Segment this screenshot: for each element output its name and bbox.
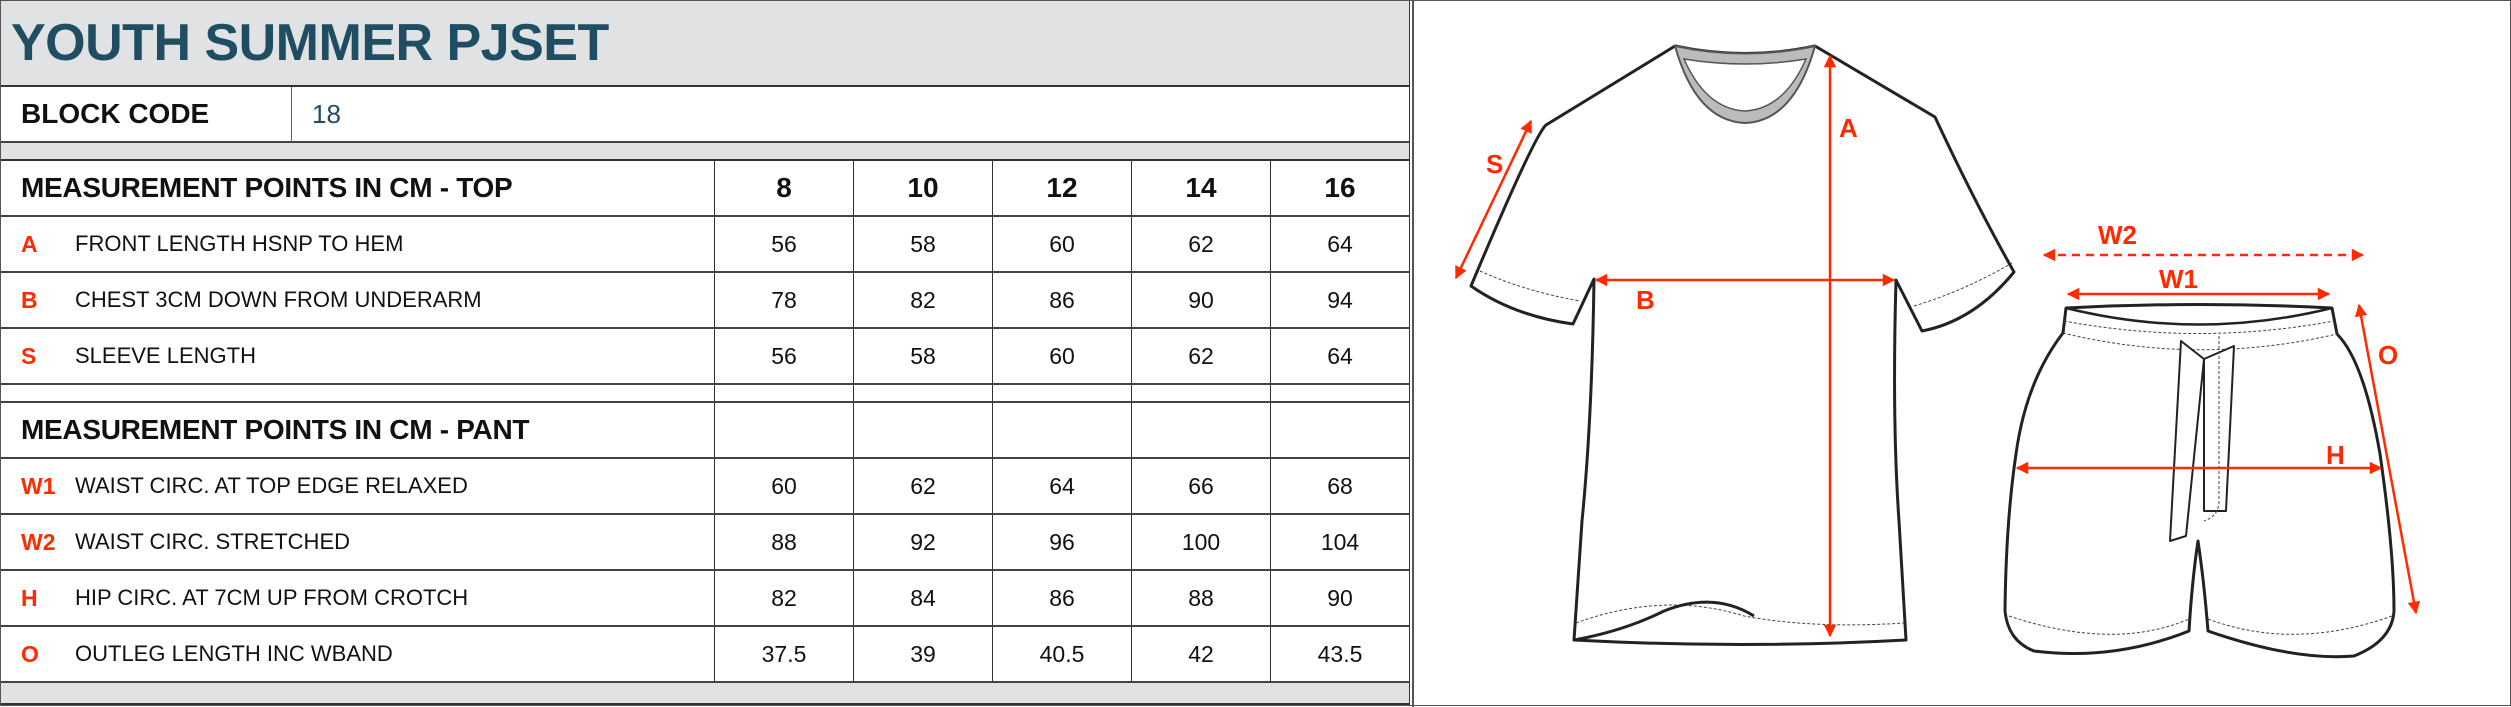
measurement-description: WAIST CIRC. AT TOP EDGE RELAXED <box>75 473 468 498</box>
measurement-value: 40.5 <box>993 627 1132 683</box>
block-code-value: 18 <box>292 87 1410 143</box>
measurement-value: 62 <box>1132 217 1271 273</box>
size-header <box>993 403 1132 459</box>
measurement-value: 60 <box>993 329 1132 385</box>
measurement-code: O <box>21 640 39 667</box>
label-w2: W2 <box>2098 220 2137 250</box>
measurement-value: 43.5 <box>1271 627 1410 683</box>
measurement-code: S <box>21 342 37 369</box>
blank-cell <box>993 385 1132 403</box>
footer-band <box>1 683 1410 705</box>
blank-cell <box>854 385 993 403</box>
pant-heading: MEASUREMENT POINTS IN CM - PANT <box>1 403 715 459</box>
measurement-code: W2 <box>21 528 56 555</box>
measurement-value: 90 <box>1132 273 1271 329</box>
measurement-code: W1 <box>21 472 56 499</box>
label-o: O <box>2378 340 2398 370</box>
blank-cell <box>715 385 854 403</box>
measurement-value: 84 <box>854 571 993 627</box>
garment-diagram: A B S W2 W1 H O <box>1454 44 2421 659</box>
measurement-table: YOUTH SUMMER PJSET BLOCK CODE 18 MEASUREMEN… <box>1 1 1411 705</box>
arrow-s <box>1454 119 1533 280</box>
size-header <box>715 403 854 459</box>
measurement-value: 62 <box>1132 329 1271 385</box>
measurement-code: A <box>21 230 38 257</box>
measurement-value: 64 <box>1271 329 1410 385</box>
measurement-code: B <box>21 286 38 313</box>
label-w1: W1 <box>2159 264 2198 294</box>
size-header: 14 <box>1132 161 1271 217</box>
measurement-value: 96 <box>993 515 1132 571</box>
measurement-value: 64 <box>993 459 1132 515</box>
size-header: 12 <box>993 161 1132 217</box>
blank-row <box>1 385 715 403</box>
measurement-arrows: A B S W2 W1 H O <box>1454 54 2421 638</box>
measurement-description: OUTLEG LENGTH INC WBAND <box>75 641 393 666</box>
size-header: 10 <box>854 161 993 217</box>
measurement-value: 66 <box>1132 459 1271 515</box>
measurement-value: 58 <box>854 329 993 385</box>
top-heading: MEASUREMENT POINTS IN CM - TOP <box>1 161 715 217</box>
measurement-value: 42 <box>1132 627 1271 683</box>
size-header: 16 <box>1271 161 1410 217</box>
measurement-value: 62 <box>854 459 993 515</box>
measurement-value: 58 <box>854 217 993 273</box>
measurement-value: 90 <box>1271 571 1410 627</box>
measurement-code: H <box>21 584 38 611</box>
arrow-o <box>2354 303 2421 615</box>
measurement-label: W2 WAIST CIRC. STRETCHED <box>1 515 715 571</box>
measurement-description: FRONT LENGTH HSNP TO HEM <box>75 231 404 256</box>
spacer-band <box>1 143 1410 161</box>
measurement-value: 39 <box>854 627 993 683</box>
measurement-value: 37.5 <box>715 627 854 683</box>
tshirt-drawing <box>1469 44 2016 646</box>
measurement-label: S SLEEVE LENGTH <box>1 329 715 385</box>
measurement-value: 60 <box>715 459 854 515</box>
measurement-description: HIP CIRC. AT 7CM UP FROM CROTCH <box>75 585 469 610</box>
size-header <box>854 403 993 459</box>
page-title: YOUTH SUMMER PJSET <box>1 1 1410 87</box>
label-b: B <box>1636 285 1655 315</box>
blank-cell <box>1132 385 1271 403</box>
measurement-value: 94 <box>1271 273 1410 329</box>
measurement-value: 86 <box>993 571 1132 627</box>
size-header <box>1132 403 1271 459</box>
measurement-value: 104 <box>1271 515 1410 571</box>
measurement-label: O OUTLEG LENGTH INC WBAND <box>1 627 715 683</box>
label-s: S <box>1486 149 1503 179</box>
measurement-description: CHEST 3CM DOWN FROM UNDERARM <box>75 287 482 312</box>
shorts-drawing <box>2003 303 2396 659</box>
measurement-value: 78 <box>715 273 854 329</box>
measurement-value: 56 <box>715 217 854 273</box>
measurement-value: 82 <box>715 571 854 627</box>
measurement-value: 82 <box>854 273 993 329</box>
measurement-value: 92 <box>854 515 993 571</box>
measurement-value: 60 <box>993 217 1132 273</box>
measurement-value: 64 <box>1271 217 1410 273</box>
measurement-label: H HIP CIRC. AT 7CM UP FROM CROTCH <box>1 571 715 627</box>
label-h: H <box>2326 440 2345 470</box>
measurement-value: 88 <box>715 515 854 571</box>
measurement-label: W1 WAIST CIRC. AT TOP EDGE RELAXED <box>1 459 715 515</box>
measurement-value: 100 <box>1132 515 1271 571</box>
measurement-description: SLEEVE LENGTH <box>75 343 256 368</box>
size-header <box>1271 403 1410 459</box>
measurement-description: WAIST CIRC. STRETCHED <box>75 529 351 554</box>
measurement-label: A FRONT LENGTH HSNP TO HEM <box>1 217 715 273</box>
blank-cell <box>1271 385 1410 403</box>
measurement-value: 68 <box>1271 459 1410 515</box>
block-code-label: BLOCK CODE <box>1 87 292 143</box>
measurement-value: 86 <box>993 273 1132 329</box>
measurement-value: 88 <box>1132 571 1271 627</box>
label-a: A <box>1839 113 1858 143</box>
measurement-label: B CHEST 3CM DOWN FROM UNDERARM <box>1 273 715 329</box>
measurement-value: 56 <box>715 329 854 385</box>
size-header: 8 <box>715 161 854 217</box>
garment-diagram-panel: A B S W2 W1 H O <box>1412 1 2511 707</box>
